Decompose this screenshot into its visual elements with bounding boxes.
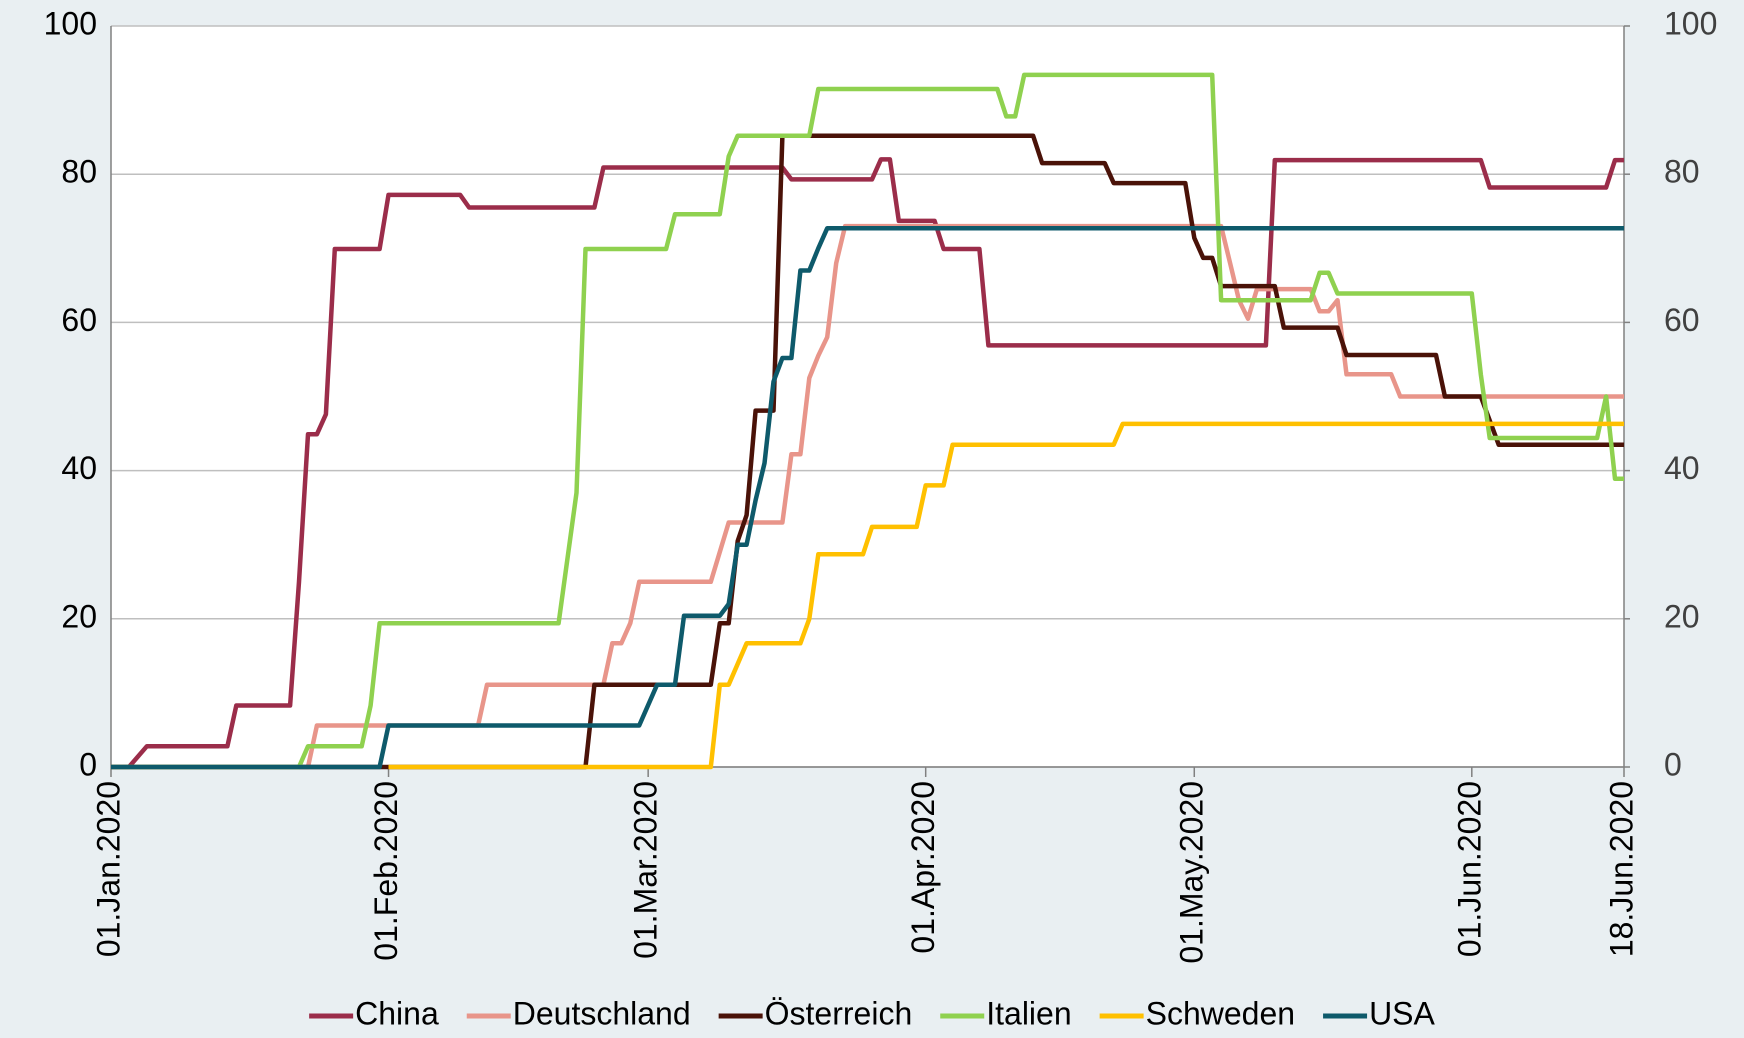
x-tick-label: 18.Jun.2020 (1603, 781, 1639, 957)
y-tick-label: 20 (61, 598, 97, 634)
series-line (388, 421, 1624, 770)
y-tick-label: 80 (61, 154, 97, 190)
series-line (111, 72, 1624, 770)
y2-tick-label: 0 (1664, 746, 1682, 782)
y2-tick-label: 40 (1664, 450, 1700, 486)
y2-tick-label: 100 (1664, 5, 1717, 41)
series-line (111, 226, 1624, 770)
y2-tick-label: 20 (1664, 598, 1700, 634)
series-line (111, 223, 1624, 770)
legend-label: Österreich (765, 995, 913, 1031)
x-tick-label: 01.Mar.2020 (628, 781, 664, 959)
x-tick-label: 01.May.2020 (1174, 781, 1210, 964)
plot-area (111, 26, 1624, 767)
series-line (111, 157, 1624, 770)
legend-label: Deutschland (513, 995, 691, 1031)
y-tick-label: 0 (79, 746, 97, 782)
x-tick-label: 01.Jun.2020 (1451, 781, 1487, 957)
x-tick-label: 01.Jan.2020 (90, 781, 126, 957)
y-tick-label: 40 (61, 450, 97, 486)
y-tick-label: 60 (61, 302, 97, 338)
legend: China Deutschland Österreich Italien Schwede… (309, 995, 1436, 1031)
series-line (111, 133, 1624, 770)
y-tick-label: 100 (44, 5, 97, 41)
legend-label: Schweden (1146, 995, 1295, 1031)
legend-label: Italien (986, 995, 1071, 1031)
legend-label: USA (1369, 995, 1435, 1031)
x-tick-label: 01.Feb.2020 (368, 781, 404, 961)
y2-tick-label: 80 (1664, 154, 1700, 190)
x-tick-label: 01.Apr.2020 (905, 781, 941, 954)
legend-label: China (355, 995, 439, 1031)
y2-tick-label: 60 (1664, 302, 1700, 338)
